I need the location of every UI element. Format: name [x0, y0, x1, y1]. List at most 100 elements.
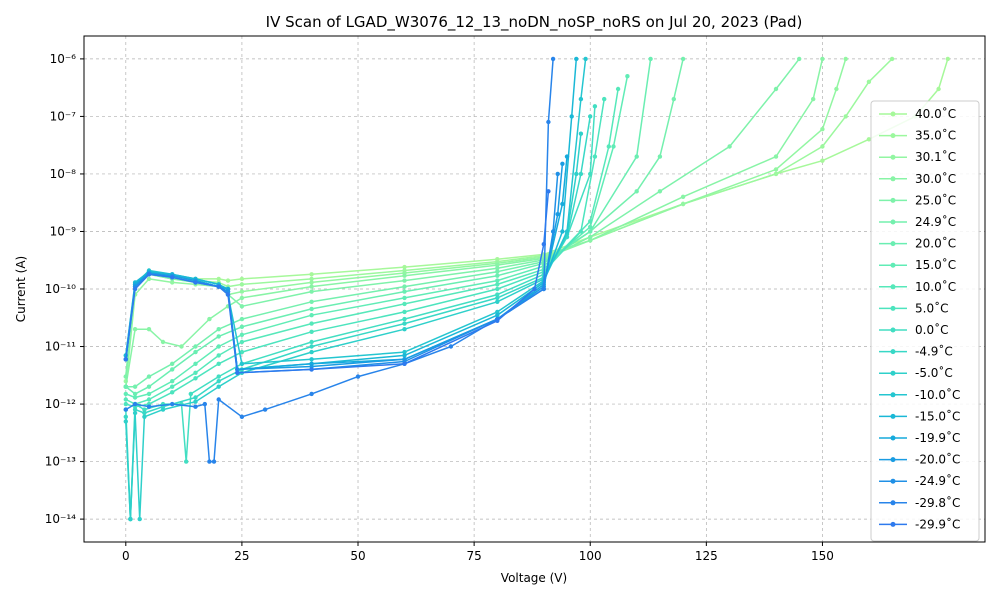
- legend-swatch-marker: [890, 284, 896, 290]
- data-point: [146, 397, 152, 402]
- data-point: [146, 327, 152, 332]
- data-point: [216, 284, 221, 289]
- data-point: [123, 407, 128, 412]
- data-point: [657, 189, 663, 194]
- data-point: [550, 229, 556, 234]
- data-point: [193, 344, 198, 349]
- legend-box: [870, 100, 980, 542]
- data-point: [402, 327, 407, 332]
- data-point: [820, 56, 825, 62]
- data-point: [811, 96, 816, 102]
- series-layer: [123, 56, 950, 522]
- data-point: [592, 154, 598, 159]
- data-point: [239, 324, 245, 329]
- data-point: [592, 104, 598, 109]
- data-point: [495, 269, 500, 274]
- data-point: [160, 407, 166, 412]
- data-point: [142, 414, 147, 419]
- data-point: [123, 374, 128, 379]
- data-point: [309, 339, 314, 345]
- series-4: [123, 56, 802, 379]
- data-point: [402, 309, 407, 315]
- legend-entry: 30.0˚C: [915, 171, 956, 186]
- legend-swatch-marker: [890, 327, 896, 333]
- legend-swatch-marker: [890, 370, 896, 376]
- data-point: [541, 286, 546, 292]
- grid-lines: [84, 36, 985, 542]
- legend-entry: -5.0˚C: [915, 365, 953, 380]
- series-line: [125, 76, 629, 399]
- data-point: [309, 299, 314, 304]
- y-tick-label: 10⁻¹²: [45, 397, 76, 411]
- data-point: [123, 419, 128, 424]
- data-point: [309, 284, 314, 289]
- y-axis-label: Current (A): [14, 256, 28, 322]
- data-point: [202, 401, 207, 407]
- data-point: [132, 384, 138, 389]
- data-point: [634, 154, 639, 159]
- data-point: [569, 114, 574, 119]
- data-point: [239, 295, 245, 301]
- data-point: [309, 321, 314, 326]
- data-point: [160, 339, 166, 345]
- data-point: [309, 289, 314, 294]
- data-point: [216, 361, 221, 366]
- data-point: [843, 114, 848, 119]
- legend-entry: 5.0˚C: [915, 300, 948, 315]
- y-tick-label: 10⁻⁸: [50, 167, 77, 181]
- legend-entry: 10.0˚C: [915, 279, 956, 294]
- data-point: [588, 171, 593, 177]
- series-line: [125, 88, 619, 405]
- data-point: [216, 353, 221, 358]
- legend-entry: -15.0˚C: [915, 408, 960, 423]
- data-point: [936, 86, 941, 92]
- data-point: [309, 391, 314, 397]
- data-point: [495, 318, 500, 323]
- legend-entry: 25.0˚C: [915, 192, 956, 207]
- data-point: [495, 292, 500, 297]
- data-point: [615, 86, 621, 92]
- data-point: [495, 309, 500, 315]
- data-point: [680, 201, 686, 207]
- data-point: [225, 278, 231, 283]
- data-point: [123, 384, 128, 389]
- data-point: [142, 410, 147, 416]
- data-point: [146, 276, 152, 282]
- data-point: [402, 321, 407, 326]
- data-point: [146, 374, 152, 379]
- data-point: [170, 275, 175, 280]
- data-point: [188, 391, 193, 397]
- x-tick-label: 0: [122, 549, 130, 563]
- legend-swatch-marker: [890, 392, 896, 398]
- data-point: [820, 158, 825, 163]
- data-point: [216, 334, 221, 339]
- data-point: [309, 276, 314, 282]
- data-point: [239, 339, 245, 345]
- legend-entry: -10.0˚C: [915, 387, 960, 402]
- data-point: [834, 86, 839, 92]
- data-point: [123, 397, 128, 402]
- data-point: [583, 56, 588, 62]
- data-point: [170, 401, 175, 407]
- data-point: [574, 56, 579, 62]
- data-point: [578, 131, 584, 136]
- data-point: [402, 295, 407, 301]
- data-point: [797, 56, 802, 62]
- data-point: [132, 407, 138, 412]
- data-point: [193, 376, 198, 381]
- data-point: [671, 96, 676, 102]
- chart-title: IV Scan of LGAD_W3076_12_13_noDN_noSP_no…: [266, 13, 803, 32]
- y-tick-label: 10⁻⁷: [50, 109, 77, 123]
- data-point: [123, 357, 128, 362]
- data-point: [889, 56, 895, 62]
- x-tick-label: 50: [350, 549, 365, 563]
- series-19: [123, 189, 551, 375]
- data-point: [773, 167, 779, 172]
- data-point: [211, 459, 217, 464]
- data-point: [170, 379, 175, 384]
- data-point: [239, 316, 245, 322]
- data-point: [634, 189, 639, 194]
- data-point: [216, 384, 221, 389]
- data-point: [170, 390, 175, 395]
